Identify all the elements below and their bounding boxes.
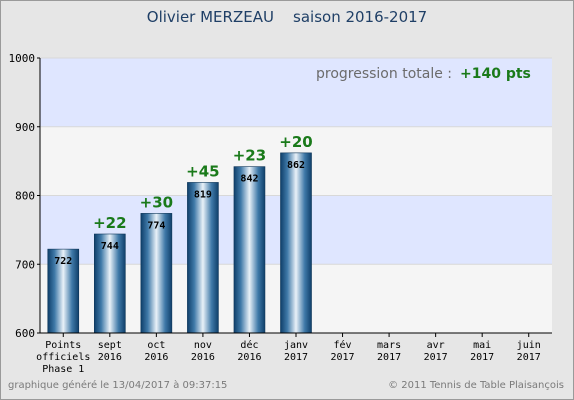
- footer-copyright: © 2011 Tennis de Table Plaisançois: [388, 380, 564, 391]
- y-tick-label: 700: [15, 258, 35, 271]
- x-tick-label: avr 2017: [424, 340, 448, 363]
- y-tick-label: 600: [15, 327, 35, 340]
- y-tick-label: 800: [15, 190, 35, 203]
- chart-title: Olivier MERZEAU saison 2016-2017: [146, 8, 428, 26]
- x-tick-label: mars 2017: [377, 340, 401, 363]
- bar-value-label: 722: [54, 256, 72, 267]
- x-tick-label: Points officiels Phase 1: [36, 340, 90, 375]
- x-tick-label: fév 2017: [330, 339, 354, 363]
- bar-gain-label: +45: [186, 162, 219, 180]
- bar-gain-label: +20: [279, 133, 312, 151]
- bar: [187, 182, 219, 334]
- total-progression-label: progression totale :: [316, 66, 452, 82]
- x-tick-label: mai 2017: [470, 340, 494, 363]
- bar-value-label: 819: [194, 189, 212, 200]
- bar-value-label: 842: [240, 174, 258, 185]
- y-tick-label: 1000: [9, 52, 36, 65]
- x-tick-label: nov 2016: [191, 340, 215, 363]
- bar-value-label: 774: [147, 220, 165, 231]
- x-tick-label: déc 2016: [237, 339, 261, 363]
- bar-gain-label: +23: [233, 147, 266, 165]
- bar-value-label: 744: [101, 241, 119, 252]
- x-tick-label: juin 2017: [517, 340, 541, 363]
- plot-band: [40, 58, 552, 127]
- bar-value-label: 862: [287, 160, 305, 171]
- bar-gain-label: +22: [93, 214, 126, 232]
- bar: [47, 248, 80, 334]
- footer-generated-date: graphique généré le 13/04/2017 à 09:37:1…: [8, 380, 228, 391]
- y-tick-label: 900: [15, 121, 35, 134]
- x-tick-label: janv 2017: [284, 340, 308, 363]
- bar: [280, 152, 312, 334]
- total-progression-value: +140 pts: [460, 66, 531, 82]
- x-tick-label: sept 2016: [98, 340, 122, 363]
- x-tick-label: oct 2016: [144, 340, 168, 363]
- bar-gain-label: +30: [140, 193, 173, 211]
- bar: [233, 166, 266, 334]
